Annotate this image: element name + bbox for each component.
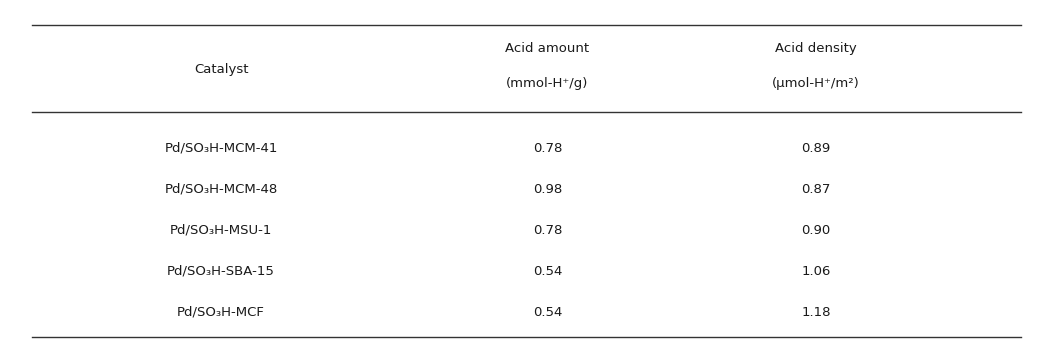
Text: Pd/SO₃H-MCF: Pd/SO₃H-MCF — [177, 306, 265, 319]
Text: 0.98: 0.98 — [533, 183, 562, 196]
Text: 0.90: 0.90 — [801, 224, 831, 237]
Text: 0.54: 0.54 — [533, 265, 562, 278]
Text: 0.54: 0.54 — [533, 306, 562, 319]
Text: 1.06: 1.06 — [801, 265, 831, 278]
Text: Acid density: Acid density — [775, 42, 857, 55]
Text: Pd/SO₃H-MCM-41: Pd/SO₃H-MCM-41 — [164, 142, 278, 155]
Text: (mmol-H⁺/g): (mmol-H⁺/g) — [506, 77, 589, 90]
Text: 0.78: 0.78 — [533, 142, 562, 155]
Text: 0.87: 0.87 — [801, 183, 831, 196]
Text: 1.18: 1.18 — [801, 306, 831, 319]
Text: Pd/SO₃H-SBA-15: Pd/SO₃H-SBA-15 — [167, 265, 275, 278]
Text: Acid amount: Acid amount — [505, 42, 590, 55]
Text: Catalyst: Catalyst — [194, 63, 249, 76]
Text: 0.78: 0.78 — [533, 224, 562, 237]
Text: Pd/SO₃H-MCM-48: Pd/SO₃H-MCM-48 — [164, 183, 278, 196]
Text: Pd/SO₃H-MSU-1: Pd/SO₃H-MSU-1 — [170, 224, 273, 237]
Text: 0.89: 0.89 — [801, 142, 831, 155]
Text: (μmol-H⁺/m²): (μmol-H⁺/m²) — [772, 77, 860, 90]
